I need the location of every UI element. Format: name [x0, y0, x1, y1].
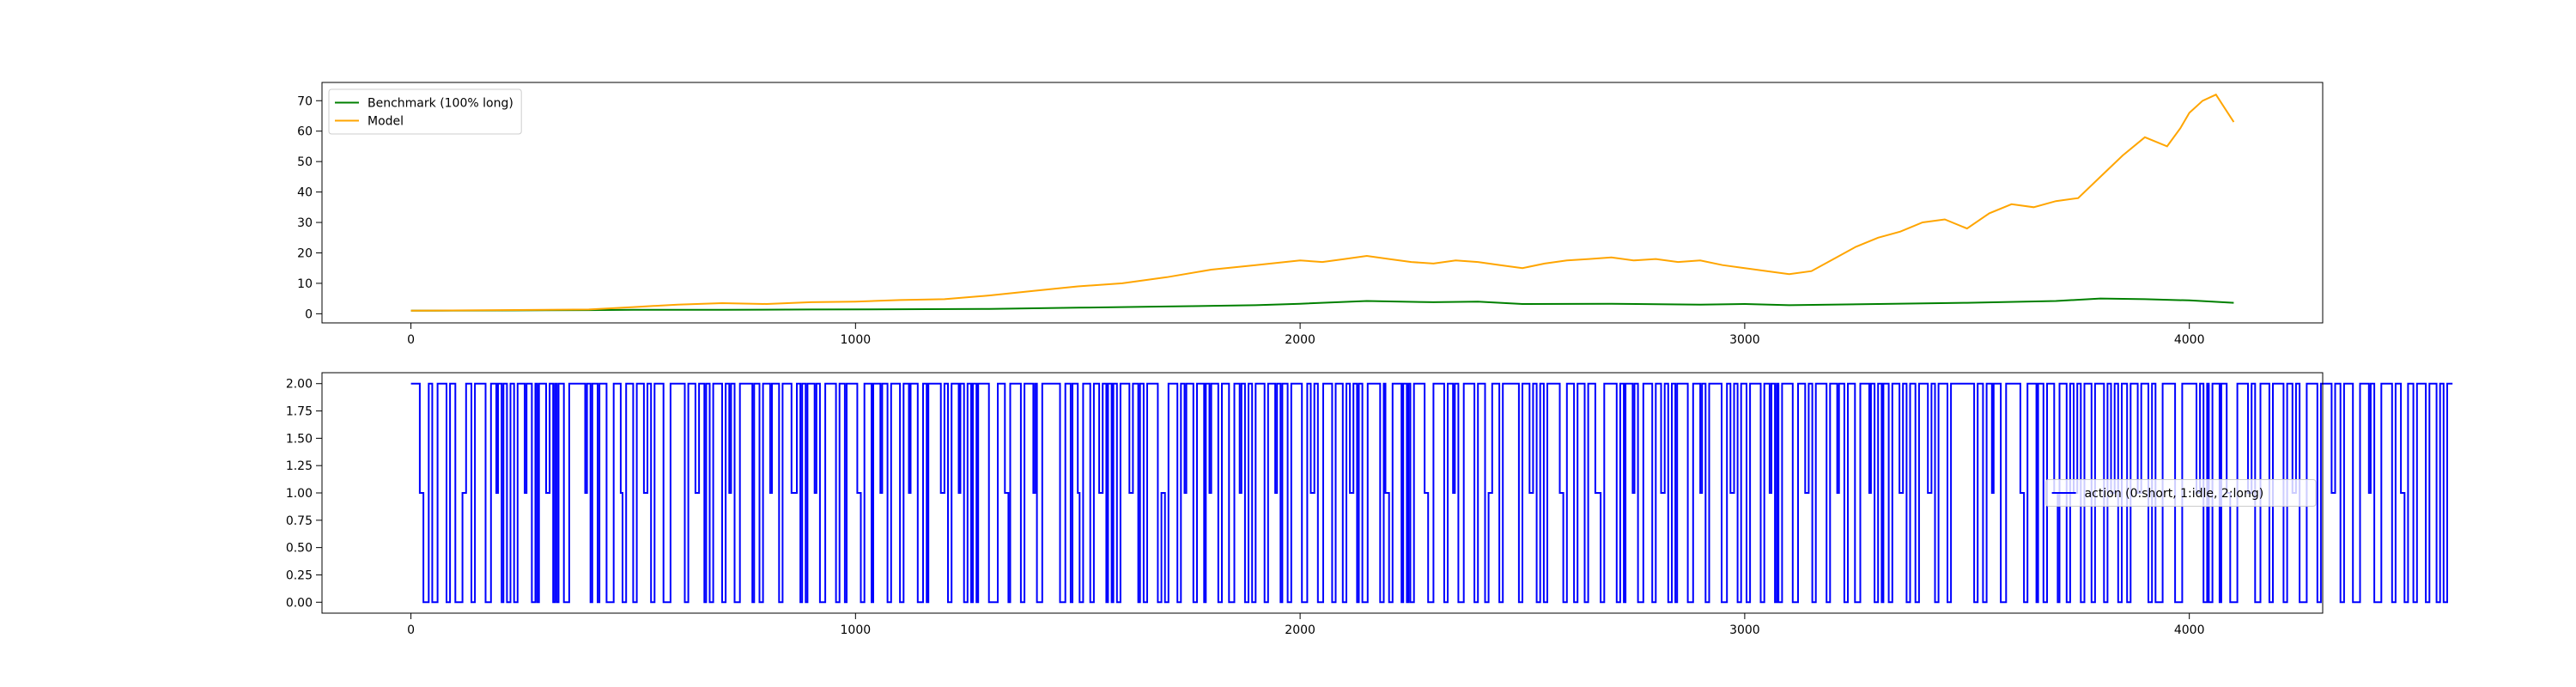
y-tick-label-0-7: 70 — [297, 94, 313, 108]
y-tick-label-0-6: 60 — [297, 125, 313, 139]
x-tick-label-0-2: 2000 — [1285, 333, 1315, 347]
y-tick-label-1-0: 0.00 — [286, 596, 313, 610]
y-tick-label-0-2: 20 — [297, 246, 313, 260]
chart-portfolio-value: 0 1000 2000 3000 4000 0 10 20 30 40 50 60 70 Benchmar… — [297, 82, 2324, 347]
x-tick-label-1-4: 4000 — [2174, 623, 2205, 637]
legend-label-1-0: action (0:short, 1:idle, 2:long) — [2085, 487, 2264, 501]
y-tick-label-1-1: 0.25 — [286, 568, 313, 582]
y-tick-label-0-4: 40 — [297, 186, 313, 200]
x-tick-label-0-0: 0 — [407, 333, 415, 347]
y-tick-label-1-5: 1.25 — [286, 459, 313, 473]
chart-action: 0 1000 2000 3000 4000 0.00 0.25 0.50 0.75 1.00 1.2… — [286, 372, 2453, 637]
y-tick-label-0-3: 30 — [297, 216, 313, 230]
y-tick-label-0-1: 10 — [297, 277, 313, 291]
y-tick-label-1-4: 1.00 — [286, 487, 313, 501]
series-line-0-1 — [410, 93, 2235, 312]
x-tick-label-1-3: 3000 — [1729, 623, 1760, 637]
plot-frame-0 — [321, 82, 2324, 324]
legend-label-0-0: Benchmark (100% long) — [368, 97, 513, 111]
y-tick-label-1-8: 2.00 — [286, 378, 313, 392]
y-tick-label-1-3: 0.75 — [286, 514, 313, 528]
x-tick-label-1-0: 0 — [407, 623, 415, 637]
y-tick-label-1-7: 1.75 — [286, 405, 313, 419]
x-tick-label-1-2: 2000 — [1285, 623, 1315, 637]
y-tick-label-0-5: 50 — [297, 155, 313, 169]
y-tick-label-1-2: 0.50 — [286, 542, 313, 556]
y-tick-label-0-0: 0 — [305, 307, 313, 321]
legend-box-1 — [2045, 479, 2317, 507]
x-tick-label-0-3: 3000 — [1729, 333, 1760, 347]
legend-1: action (0:short, 1:idle, 2:long) — [2045, 479, 2317, 507]
x-tick-label-0-1: 1000 — [841, 333, 872, 347]
series-line-0-0 — [410, 297, 2234, 312]
legend-0: Benchmark (100% long) Model — [328, 88, 522, 135]
x-tick-label-0-4: 4000 — [2174, 333, 2205, 347]
legend-box-0 — [328, 88, 522, 135]
x-tick-label-1-1: 1000 — [841, 623, 872, 637]
y-tick-label-1-6: 1.50 — [286, 432, 313, 446]
legend-label-0-1: Model — [368, 115, 404, 129]
